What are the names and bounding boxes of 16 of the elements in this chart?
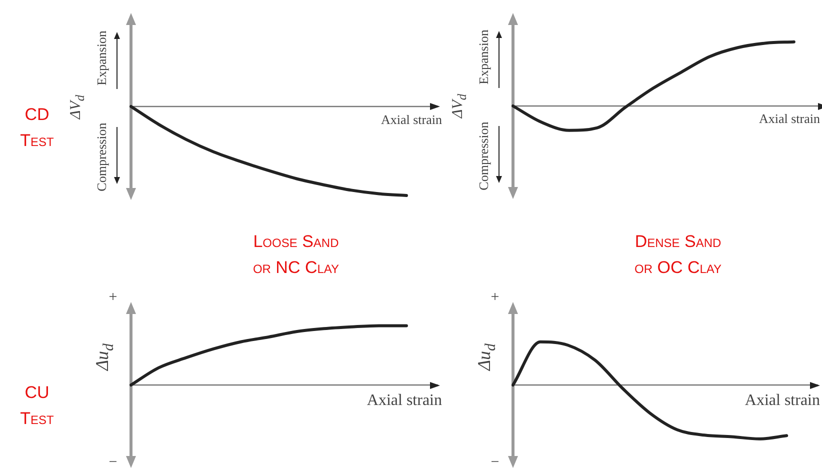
text: CU Test <box>20 382 54 430</box>
text: + <box>108 290 118 306</box>
text: Compression <box>94 122 110 191</box>
x-axis-title: Axial strain <box>758 111 820 127</box>
text: CD Test <box>20 104 54 152</box>
chart-title: Loose Sand or NC Clay <box>252 231 340 279</box>
x-axis-title: Axial strain <box>366 392 442 410</box>
text: − <box>490 454 500 469</box>
x-axis-title: Axial strain <box>380 112 442 128</box>
chart-title: Dense Sand or OC Clay <box>634 231 722 279</box>
text: + <box>490 290 500 306</box>
text: − <box>108 454 118 469</box>
x-axis-title: Axial strain <box>744 392 820 410</box>
text: Expansion <box>476 30 492 84</box>
text: Compression <box>476 122 492 190</box>
text: Expansion <box>94 30 110 85</box>
